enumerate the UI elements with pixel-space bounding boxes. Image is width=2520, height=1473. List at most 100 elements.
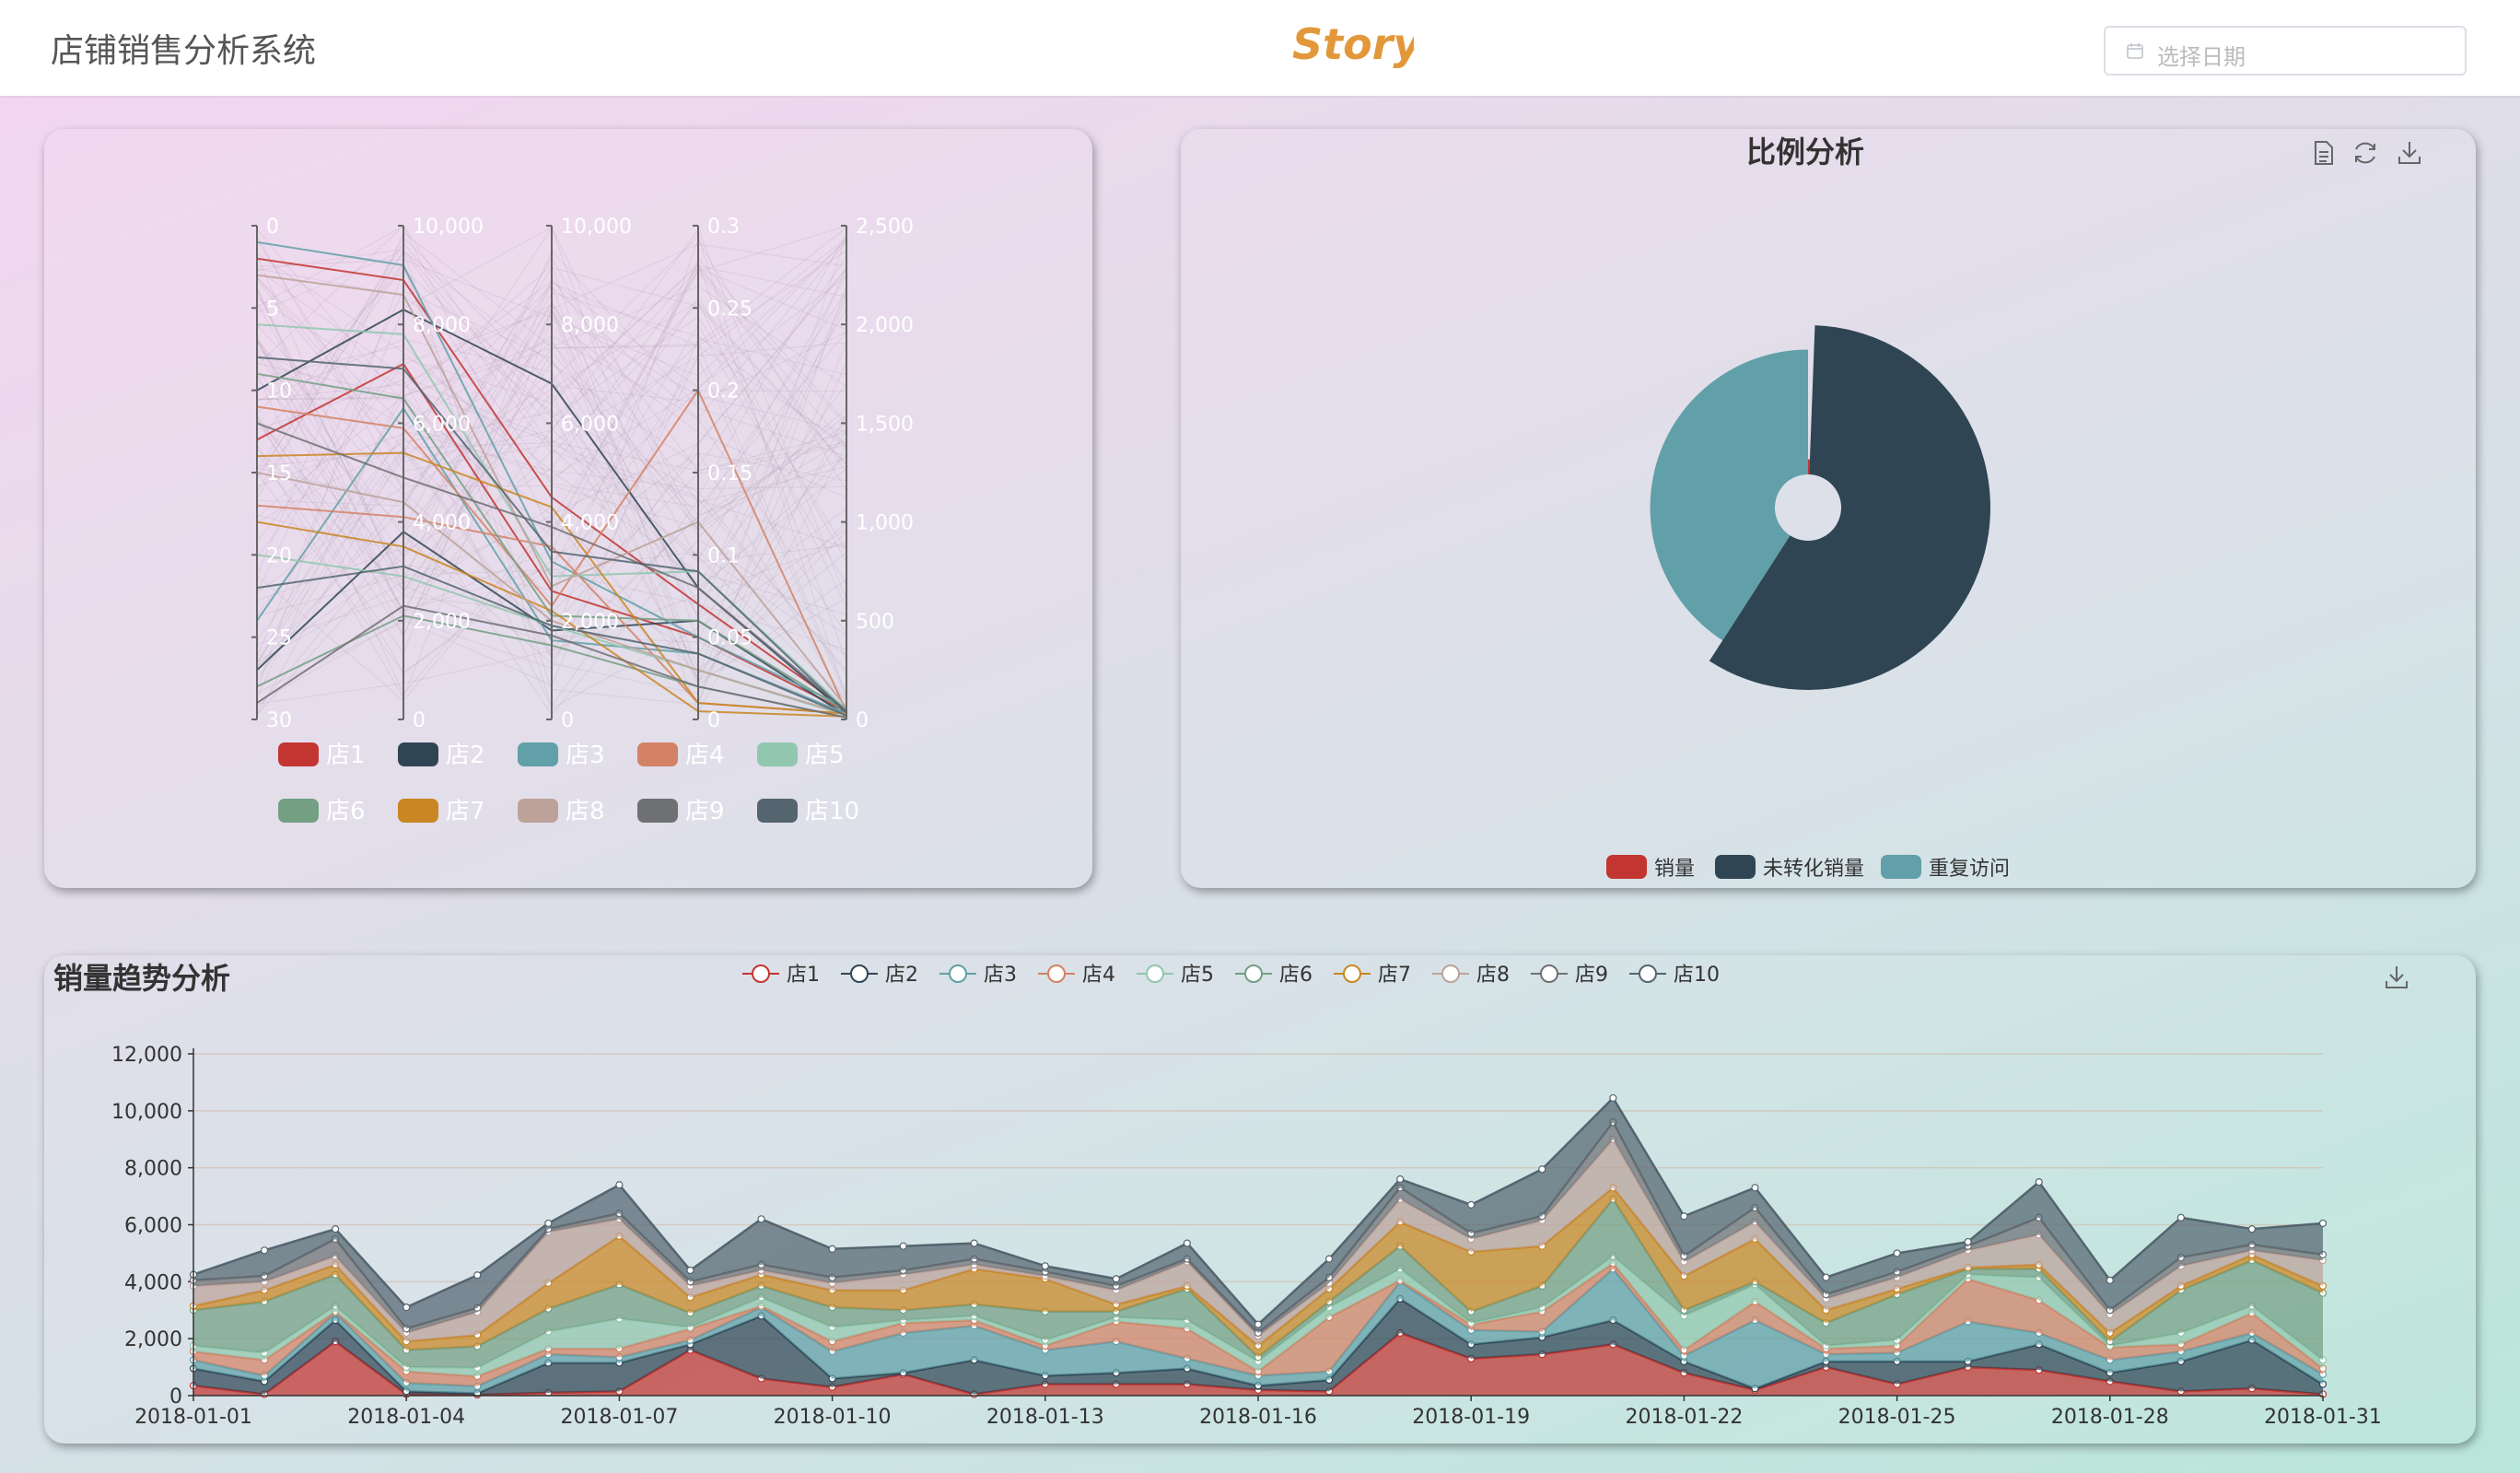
legend-swatch (278, 799, 319, 823)
trend-title: 销量趋势分析 (53, 961, 231, 996)
trend-point (686, 1266, 694, 1275)
legend-label: 店2 (446, 742, 485, 769)
trend-legend-marker (1047, 964, 1066, 983)
trend-panel: 销量趋势分析 0 2,000 4,000 6,000 8,000 10,000 12,000… (44, 955, 2476, 1444)
download-icon[interactable] (2395, 138, 2424, 168)
parallel-tick-label: 2,000 (856, 314, 914, 337)
legend-swatch (637, 742, 678, 766)
parallel-tick-label: 2,000 (561, 611, 619, 634)
trend-legend-marker (949, 964, 967, 983)
trend-legend-item: 店8 (1432, 964, 1510, 987)
trend-legend-marker (1540, 964, 1558, 983)
data-view-icon[interactable] (2308, 138, 2338, 168)
trend-x-tick-label: 2018-01-07 (560, 1406, 678, 1429)
parallel-tick-label: 0.2 (707, 380, 740, 403)
trend-legend-item: 店2 (841, 964, 918, 987)
parallel-tick-label: 20 (266, 544, 292, 567)
parallel-tick-label: 0 (266, 216, 279, 239)
trend-point (1324, 1255, 1334, 1263)
trend-legend-item: 店1 (742, 964, 820, 987)
trend-point (473, 1271, 482, 1280)
trend-x-tick-label: 2018-01-16 (1199, 1406, 1317, 1429)
legend-label: 店4 (685, 742, 725, 769)
trend-y-tick-label: 0 (169, 1385, 182, 1409)
parallel-tick-label: 0.25 (707, 298, 752, 321)
parallel-tick-label: 2,000 (413, 611, 471, 634)
legend-swatch (518, 799, 558, 823)
trend-x-tick-label: 2018-01-04 (347, 1406, 465, 1429)
trend-y-tick-label: 8,000 (124, 1158, 182, 1181)
logo[interactable]: Story (1285, 6, 1414, 88)
trend-area (193, 1268, 2323, 1394)
pie-title: 比例分析 (1746, 134, 1865, 170)
parallel-tick-label: 0 (413, 709, 426, 732)
trend-point (2106, 1276, 2114, 1284)
pie-legend-swatch (1715, 855, 1756, 879)
trend-point (2318, 1219, 2328, 1228)
parallel-tick-label: 8,000 (561, 314, 619, 337)
trend-x-tick-label: 2018-01-10 (774, 1406, 892, 1429)
trend-legend-item: 店9 (1531, 964, 1608, 987)
parallel-tick-label: 10,000 (561, 216, 632, 239)
parallel-tick-label: 6,000 (413, 413, 471, 436)
legend-swatch (757, 799, 798, 823)
trend-point (899, 1242, 907, 1250)
trend-legend-label: 店10 (1674, 964, 1720, 987)
trend-point (1041, 1262, 1049, 1270)
trend-area (193, 1122, 2323, 1337)
parallel-tick-label: 4,000 (413, 512, 471, 535)
trend-legend-marker (1441, 964, 1460, 983)
trend-point (970, 1239, 978, 1247)
trend-point (1538, 1165, 1546, 1174)
trend-point (757, 1215, 765, 1223)
trend-point (1396, 1175, 1405, 1184)
trend-legend-label: 店2 (885, 964, 918, 987)
trend-x-tick-label: 2018-01-31 (2264, 1406, 2382, 1429)
parallel-tick-label: 0.1 (707, 544, 740, 567)
refresh-icon[interactable] (2351, 138, 2380, 168)
parallel-tick-label: 0.15 (707, 462, 752, 485)
trend-point (260, 1246, 269, 1255)
trend-point (615, 1181, 624, 1189)
trend-legend-label: 店3 (984, 964, 1017, 987)
pie-legend-swatch (1881, 855, 1921, 879)
trend-point (2176, 1213, 2185, 1222)
app-title: 店铺销售分析系统 (51, 32, 317, 70)
logo-text: Story (1292, 19, 1414, 69)
parallel-tick-label: 1,500 (856, 413, 914, 436)
legend-label: 店3 (566, 742, 605, 769)
trend-download-icon[interactable] (2382, 963, 2411, 992)
trend-chart: 0 2,000 4,000 6,000 8,000 10,000 12,000 2018-01… (111, 964, 2382, 1429)
trend-point (1254, 1320, 1263, 1328)
parallel-tick-label: 10 (266, 380, 292, 403)
pie-chart: 销量 未转化销量 重复访问 (1606, 325, 2010, 881)
parallel-tick-label: 5 (266, 298, 279, 321)
trend-point (544, 1219, 553, 1228)
parallel-tick-label: 0 (561, 709, 574, 732)
pie-legend-label: 销量 (1654, 858, 1695, 881)
trend-legend-item: 店10 (1629, 964, 1720, 987)
trend-legend-label: 店1 (787, 964, 820, 987)
pie-panel: 比例分析 销量 未转化销量 重复访问 (1181, 129, 2476, 888)
parallel-tick-label: 15 (266, 462, 292, 485)
pie-slice (1808, 459, 1810, 475)
parallel-tick-label: 0.05 (707, 627, 752, 650)
legend-swatch (398, 799, 438, 823)
trend-point (1751, 1184, 1759, 1192)
trend-x-tick-label: 2018-01-25 (1838, 1406, 1956, 1429)
parallel-tick-label: 1,000 (856, 512, 914, 535)
parallel-tick-label: 25 (266, 627, 292, 650)
trend-legend-item: 店6 (1235, 964, 1312, 987)
parallel-tick-label: 30 (266, 709, 292, 732)
parallel-tick-label: 6,000 (561, 413, 619, 436)
trend-point (1893, 1249, 1901, 1257)
trend-legend-label: 店5 (1181, 964, 1214, 987)
trend-legend-marker (1639, 964, 1657, 983)
trend-legend-item: 店7 (1334, 964, 1411, 987)
date-picker[interactable]: 选择日期 (2104, 26, 2467, 76)
trend-area (193, 1139, 2323, 1346)
legend-label: 店6 (326, 798, 366, 825)
trend-legend-marker (1146, 964, 1164, 983)
parallel-tick-label: 4,000 (561, 512, 619, 535)
trend-x-tick-label: 2018-01-28 (2051, 1406, 2169, 1429)
